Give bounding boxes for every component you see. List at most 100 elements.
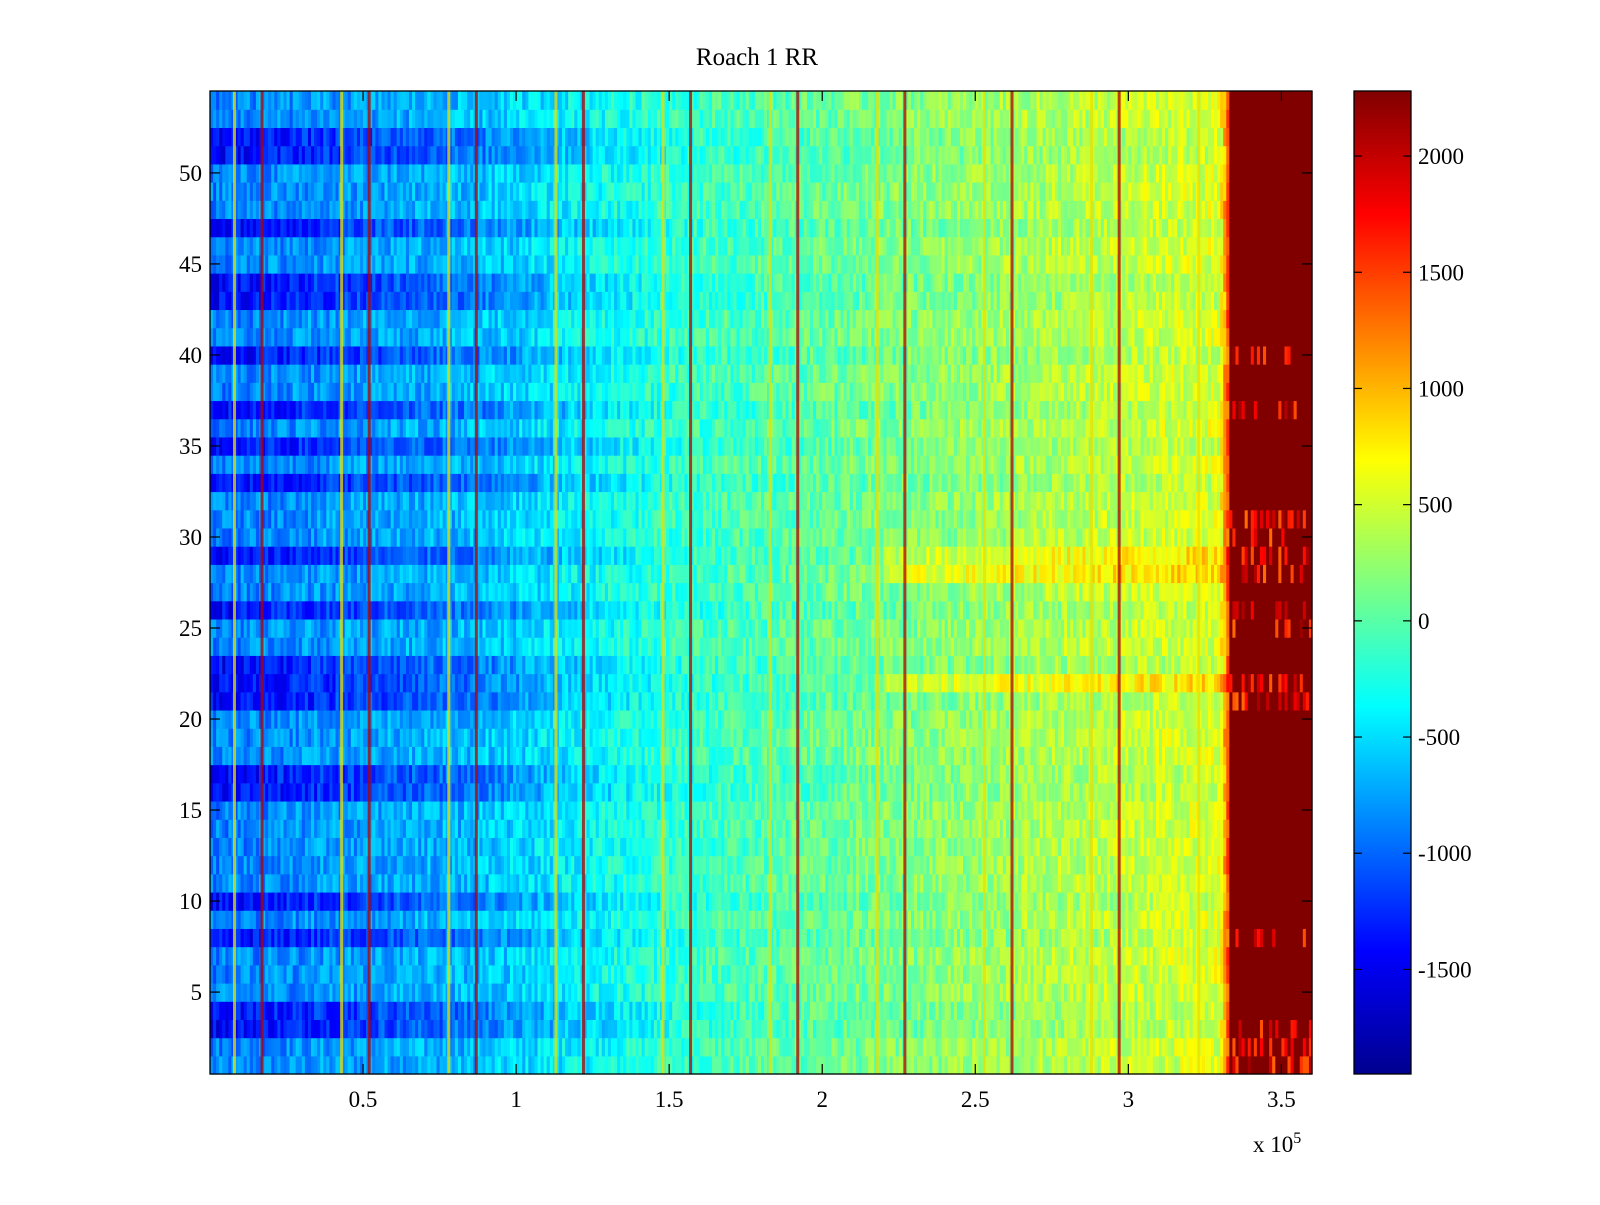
heatmap-cell bbox=[586, 1055, 591, 1075]
heatmap-cell bbox=[745, 1037, 750, 1057]
heatmap-cell bbox=[568, 1037, 572, 1057]
heatmap-cell bbox=[356, 1055, 361, 1075]
heatmap-cell bbox=[672, 1055, 676, 1075]
heatmap-cell bbox=[408, 1055, 413, 1075]
heatmap-cell bbox=[641, 1037, 646, 1057]
heatmap-cell bbox=[228, 1055, 233, 1075]
heatmap-cell bbox=[595, 1055, 600, 1075]
heatmap-cell bbox=[889, 1055, 894, 1075]
heatmap-cell bbox=[855, 1055, 860, 1075]
heatmap-cell bbox=[467, 1055, 471, 1075]
heatmap-cell bbox=[378, 1037, 383, 1057]
heatmap-cell bbox=[470, 1037, 474, 1057]
heatmap-cell bbox=[421, 1037, 425, 1057]
heatmap-cell bbox=[497, 1055, 502, 1075]
heatmap-cell bbox=[592, 1037, 597, 1057]
heatmap-cell bbox=[1051, 1055, 1056, 1075]
heatmap-cell bbox=[601, 1037, 606, 1057]
heatmap-cell bbox=[549, 1055, 554, 1075]
heatmap-cell bbox=[436, 1037, 441, 1057]
heatmap-cell bbox=[525, 1037, 529, 1057]
heatmap-cell bbox=[1076, 1055, 1080, 1075]
heatmap-cell bbox=[274, 1055, 278, 1075]
heatmap-cell bbox=[999, 1055, 1004, 1075]
heatmap-cell bbox=[225, 1037, 229, 1057]
heatmap-cell bbox=[292, 1037, 297, 1057]
heatmap-cell bbox=[1109, 1055, 1114, 1075]
heatmap-cell bbox=[311, 1055, 315, 1075]
heatmap-cell bbox=[745, 1055, 750, 1075]
heatmap-cell bbox=[558, 1055, 563, 1075]
heatmap-cell bbox=[715, 1055, 719, 1075]
heatmap-cell bbox=[485, 1055, 490, 1075]
chart-title: Roach 1 RR bbox=[696, 44, 819, 71]
heatmap-cell bbox=[415, 1037, 419, 1057]
heatmap-cell bbox=[393, 1055, 398, 1075]
heatmap-cell bbox=[626, 1055, 630, 1075]
heatmap-cell bbox=[858, 1037, 863, 1057]
heatmap-cell bbox=[555, 1055, 560, 1075]
heatmap-cell bbox=[1207, 1055, 1212, 1075]
heatmap-cell bbox=[858, 1055, 863, 1075]
heatmap-cell bbox=[712, 1055, 716, 1075]
heatmap-cell bbox=[353, 1037, 358, 1057]
heatmap-cell bbox=[537, 1037, 542, 1057]
heatmap-cell bbox=[277, 1055, 281, 1075]
heatmap-cell bbox=[488, 1037, 493, 1057]
heatmap-cell bbox=[819, 1055, 823, 1075]
heatmap-cell bbox=[1158, 1055, 1163, 1075]
heatmap-cell bbox=[1106, 1055, 1111, 1075]
heatmap-cell bbox=[320, 1055, 324, 1075]
heatmap-cell bbox=[577, 1055, 581, 1075]
heatmap-cell bbox=[323, 1055, 327, 1075]
heatmap-cell bbox=[966, 1055, 970, 1075]
heatmap-cell bbox=[1223, 1055, 1227, 1075]
heatmap-cell bbox=[956, 1055, 961, 1075]
heatmap-cell bbox=[825, 1055, 829, 1075]
heatmap-cell bbox=[1125, 1055, 1129, 1075]
heatmap-cell bbox=[255, 1037, 260, 1057]
heatmap-cell bbox=[503, 1037, 508, 1057]
heatmap-cell bbox=[262, 1055, 266, 1075]
heatmap-cell bbox=[865, 1055, 869, 1075]
heatmap-cell bbox=[690, 1037, 695, 1057]
heatmap-cell bbox=[1137, 1055, 1142, 1075]
heatmap-cell bbox=[699, 1055, 704, 1075]
heatmap-cell bbox=[791, 1037, 796, 1057]
heatmap-cell bbox=[764, 1055, 768, 1075]
heatmap-cell bbox=[748, 1055, 753, 1075]
heatmap-cell bbox=[617, 1055, 621, 1075]
heatmap-cell bbox=[378, 1055, 383, 1075]
heatmap-cell bbox=[1220, 1055, 1224, 1075]
heatmap-cell bbox=[390, 1055, 395, 1075]
heatmap-cell bbox=[540, 1037, 545, 1057]
heatmap-cell bbox=[436, 1055, 441, 1075]
heatmap-cell bbox=[1012, 1055, 1016, 1075]
heatmap-cell bbox=[653, 1037, 658, 1057]
heatmap-cell bbox=[442, 1037, 447, 1057]
heatmap-cell bbox=[607, 1055, 612, 1075]
heatmap-cell bbox=[669, 1037, 673, 1057]
heatmap-cell bbox=[574, 1055, 578, 1075]
heatmap-cell bbox=[1018, 1055, 1022, 1075]
heatmap-cell bbox=[959, 1055, 964, 1075]
heatmap-cell bbox=[1189, 1055, 1194, 1075]
heatmap-cell bbox=[571, 1037, 575, 1057]
heatmap-cell bbox=[1232, 1055, 1237, 1075]
heatmap-cell bbox=[549, 1037, 554, 1057]
heatmap-cell bbox=[721, 1055, 725, 1075]
heatmap-cell bbox=[1060, 1055, 1065, 1075]
heatmap-cell bbox=[650, 1037, 655, 1057]
heatmap-cell bbox=[828, 1055, 832, 1075]
heatmap-cell bbox=[736, 1055, 741, 1075]
heatmap-cell bbox=[678, 1055, 683, 1075]
heatmap-cell bbox=[448, 1037, 453, 1057]
heatmap-cell bbox=[935, 1055, 940, 1075]
heatmap-cell bbox=[243, 1037, 248, 1057]
heatmap-cell bbox=[304, 1055, 309, 1075]
heatmap-cell bbox=[601, 1055, 606, 1075]
heatmap-cell bbox=[620, 1037, 624, 1057]
heatmap-cell bbox=[1097, 1055, 1102, 1075]
heatmap-cell bbox=[816, 1055, 820, 1075]
heatmap-cell bbox=[1113, 1055, 1117, 1075]
